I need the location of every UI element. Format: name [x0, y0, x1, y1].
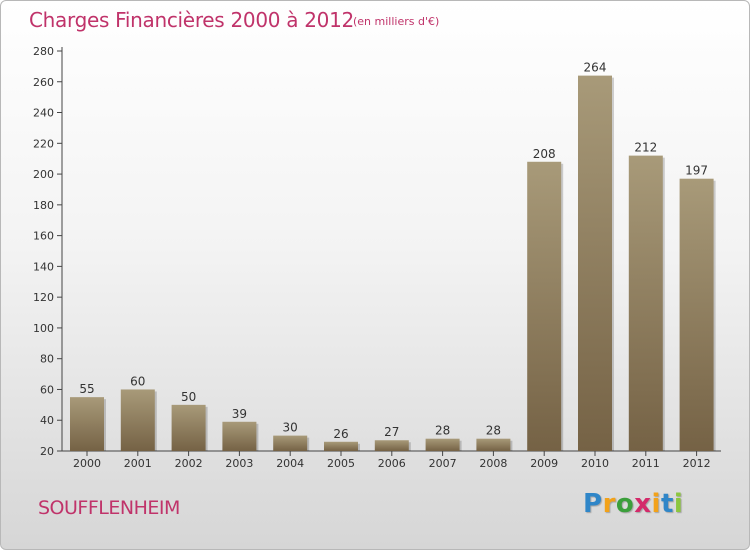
y-tick-label: 260 [33, 76, 54, 89]
bar [273, 435, 308, 451]
y-tick-label: 160 [33, 230, 54, 243]
x-tick-label: 2008 [479, 457, 507, 470]
data-label: 208 [533, 147, 556, 161]
y-tick-label: 60 [40, 383, 54, 396]
y-tick-label: 120 [33, 291, 54, 304]
y-tick-label: 20 [40, 445, 54, 458]
data-label: 30 [283, 421, 298, 435]
data-label: 55 [79, 382, 94, 396]
y-tick-label: 140 [33, 260, 54, 273]
x-tick-label: 2009 [530, 457, 558, 470]
chart-unit: (en milliers d'€) [353, 15, 440, 28]
logo-letter: P [583, 489, 603, 519]
data-label: 264 [584, 61, 607, 75]
logo-letter: t [660, 489, 674, 519]
y-tick-label: 280 [33, 45, 54, 58]
bar [120, 389, 155, 451]
data-label: 26 [333, 427, 348, 441]
commune-name: SOUFFLENHEIM [38, 497, 180, 519]
bar [425, 438, 460, 451]
proxiti-logo: Proxiti [583, 489, 683, 519]
bar [222, 421, 257, 451]
y-tick-label: 40 [40, 414, 54, 427]
data-label: 28 [486, 424, 501, 438]
y-tick-label: 180 [33, 199, 54, 212]
y-tick-label: 80 [40, 353, 54, 366]
bar [628, 155, 663, 451]
logo-letter: i [673, 489, 684, 519]
x-tick-label: 2003 [225, 457, 253, 470]
logo-letter: x [634, 489, 652, 519]
data-label: 28 [435, 424, 450, 438]
x-tick-label: 2010 [581, 457, 609, 470]
x-tick-label: 2011 [632, 457, 660, 470]
y-tick-label: 200 [33, 168, 54, 181]
data-label: 197 [685, 164, 708, 178]
y-tick-label: 220 [33, 137, 54, 150]
x-tick-label: 2005 [327, 457, 355, 470]
x-tick-label: 2001 [124, 457, 152, 470]
bar [324, 441, 358, 451]
logo-letter: o [615, 489, 635, 519]
bar [679, 178, 714, 451]
bar [70, 397, 104, 451]
data-label: 39 [232, 407, 247, 421]
data-label: 27 [384, 425, 399, 439]
bar [476, 438, 511, 451]
bar [527, 161, 562, 451]
logo-letter: r [602, 489, 616, 519]
x-tick-label: 2012 [683, 457, 711, 470]
x-tick-label: 2004 [276, 457, 304, 470]
x-tick-label: 2007 [429, 457, 457, 470]
bar [171, 404, 206, 451]
data-label: 212 [634, 141, 657, 155]
chart-title: Charges Financières 2000 à 2012 [29, 8, 354, 32]
x-tick-label: 2006 [378, 457, 406, 470]
bar [578, 75, 612, 451]
bar [374, 440, 409, 451]
y-tick-label: 100 [33, 322, 54, 335]
data-label: 60 [130, 374, 145, 388]
data-label: 50 [181, 390, 196, 404]
logo-letter: i [651, 489, 661, 519]
y-tick-label: 240 [33, 107, 54, 120]
x-tick-label: 2000 [73, 457, 101, 470]
x-tick-label: 2002 [175, 457, 203, 470]
